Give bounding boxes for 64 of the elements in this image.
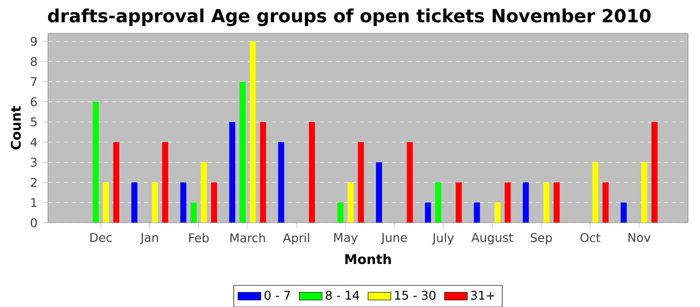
x-tick-label: June (380, 232, 407, 244)
y-tick-label: 2 (30, 178, 36, 187)
x-tick-label: Oct (580, 232, 600, 242)
y-tick-label: 5 (30, 117, 37, 126)
bar (554, 182, 560, 223)
bar (278, 142, 284, 223)
x-tick-label: April (282, 232, 310, 245)
bar (522, 182, 529, 223)
y-tick-label: 9 (30, 36, 37, 46)
bar (474, 202, 480, 223)
x-axis-title: Month (345, 254, 391, 264)
x-tick-label: Dec (90, 232, 112, 242)
bar (229, 122, 236, 223)
x-tick-label: Nov (628, 232, 650, 242)
bar (602, 182, 609, 223)
bar (113, 142, 120, 223)
bar (131, 182, 138, 223)
bar (406, 142, 413, 223)
legend-label: 31+ (471, 290, 494, 300)
y-tick-label: 4 (30, 138, 37, 146)
bar (240, 82, 246, 223)
bar (358, 142, 364, 223)
bar (190, 202, 197, 223)
bar (308, 122, 315, 223)
bar (337, 202, 344, 223)
chart-title: drafts-approval Age groups of open tickets November 2010 (48, 8, 651, 26)
y-tick-label: 1 (31, 198, 36, 207)
y-axis-title: Count (10, 106, 21, 150)
legend-label: 8 - 14 (326, 290, 360, 300)
bar (424, 202, 431, 223)
bar (592, 162, 598, 223)
bar (494, 202, 500, 223)
legend-label: 0 - 7 (264, 290, 290, 300)
bar (152, 182, 158, 223)
y-tick-label: 0 (30, 218, 37, 228)
legend-label: 15 - 30 (395, 290, 436, 300)
bar (162, 142, 168, 223)
x-tick-label: July (432, 232, 454, 245)
y-tick-label: 8 (30, 56, 37, 66)
bar (260, 122, 266, 223)
bar (92, 102, 99, 223)
y-tick-label: 6 (30, 97, 37, 106)
bar (211, 182, 218, 223)
bar (651, 122, 658, 223)
bar (641, 162, 648, 223)
bar (620, 202, 627, 223)
bar (250, 41, 256, 223)
bar (504, 182, 511, 223)
x-tick-label: March (230, 232, 265, 242)
bar (456, 182, 462, 223)
bar (376, 162, 382, 223)
bar (102, 182, 109, 223)
y-tick-label: 3 (30, 158, 37, 167)
x-tick-label: Feb (189, 232, 209, 242)
bar (543, 182, 550, 223)
y-tick-label: 7 (30, 77, 37, 86)
bar (348, 182, 354, 223)
x-tick-label: August (471, 232, 513, 244)
bar (180, 182, 186, 223)
x-tick-label: Sep (530, 232, 552, 244)
x-tick-label: Jan (140, 232, 158, 244)
bar (435, 182, 442, 223)
x-tick-label: May (334, 232, 358, 244)
bar (200, 162, 207, 223)
